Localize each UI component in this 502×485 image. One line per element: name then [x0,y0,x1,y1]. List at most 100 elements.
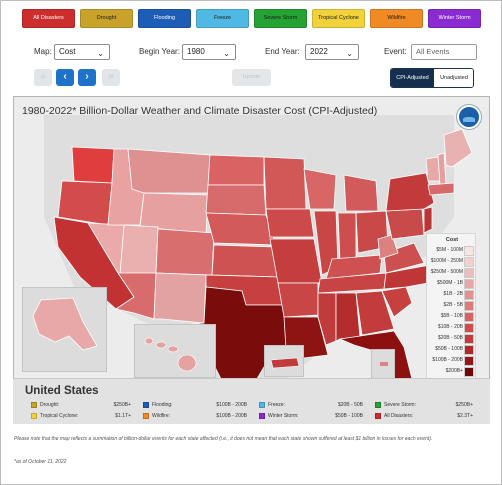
summary-item: Winter Storm: $50B - 100B [259,412,363,421]
map-footnote: Please note that the map reflects a summ… [14,436,433,442]
next-year-button[interactable]: › [78,69,96,86]
state-new-york[interactable] [385,172,435,212]
summary-swatch [259,413,265,419]
map-type-value: Cost [59,47,76,56]
filter-flooding-button[interactable]: Flooding [138,9,191,28]
summary-item: Wildfire: $100B - 200B [143,412,247,421]
previous-year-button[interactable]: ‹ [56,69,74,86]
state-oregon[interactable] [57,180,113,226]
filter-winter-storm-button[interactable]: Winter Storm [428,9,481,28]
filter-tropical-cyclone-button[interactable]: Tropical Cyclone [312,9,365,28]
first-year-button[interactable]: « [34,69,52,86]
state-alaska[interactable] [32,297,98,351]
state-missouri[interactable] [269,238,323,284]
legend-swatch [464,356,474,366]
filter-drought-button[interactable]: Drought [80,9,133,28]
legend-item: $2B - 5B [429,301,475,311]
puerto-rico-map [270,357,300,369]
last-year-button[interactable]: » [102,69,120,86]
state-kentucky[interactable] [325,254,383,280]
state-south-dakota[interactable] [205,184,267,216]
legend-swatch [464,268,474,278]
state-north-carolina[interactable] [383,264,431,290]
cpi-adjusted-button[interactable]: CPI-Adjusted [391,69,434,87]
legend-item: $200B+ [429,367,475,377]
virgin-islands-map [380,362,388,366]
summary-item: All Disasters: $2.3T+ [375,412,473,421]
summary-item: Tropical Cyclone: $1.1T+ [31,412,131,421]
state-minnesota[interactable] [263,156,307,210]
update-button[interactable]: Update [232,69,271,86]
legend-swatch [464,257,474,267]
map-type-select[interactable]: Cost ⌄ [54,44,110,60]
state-north-dakota[interactable] [207,154,265,186]
state-indiana[interactable] [337,212,357,262]
summary-item: Freeze: $20B - 50B [259,401,363,410]
summary-item: Flooding: $100B - 200B [143,401,247,410]
as-of-date: *as of October 11, 2022 [14,459,67,465]
state-mississippi[interactable] [317,292,337,346]
filter-freeze-button[interactable]: Freeze [196,9,249,28]
map-title: 1980-2022* Billion-Dollar Weather and Cl… [22,105,378,117]
state-michigan[interactable] [343,174,379,212]
map-select-label: Map: [34,47,52,56]
state-georgia[interactable] [355,290,395,336]
legend-item: $10B - 20B [429,323,475,333]
state-kansas[interactable] [211,244,279,278]
summary-swatch [31,413,37,419]
territory-virgin-islands[interactable] [380,362,388,366]
legend-swatch [464,246,474,256]
summary-swatch [143,413,149,419]
legend-item: $20B - 50B [429,334,475,344]
event-input[interactable]: All Events [411,44,477,60]
legend-swatch [464,334,474,344]
us-map [44,115,473,398]
legend-item: $5B - 10B [429,312,475,322]
filter-all-disasters-button[interactable]: All Disasters [22,9,75,28]
state-nebraska[interactable] [205,212,277,246]
state-south-carolina[interactable] [381,286,413,318]
state-wisconsin[interactable] [303,168,337,210]
virgin-islands-inset [371,349,395,379]
legend-item: $1B - 2B [429,290,475,300]
state-iowa[interactable] [265,208,315,238]
state-massachusetts[interactable] [427,182,455,196]
state-colorado[interactable] [155,228,215,276]
alaska-inset [22,287,107,372]
state-arkansas[interactable] [277,282,319,318]
filter-severe-storm-button[interactable]: Severe Storm [254,9,307,28]
unadjusted-button[interactable]: Unadjusted [434,69,473,87]
legend-swatch [464,323,474,333]
territory-puerto-rico[interactable] [270,357,300,369]
us-summary-panel: United States Drought: $250B+ Flooding: $1… [13,378,490,424]
map-panel: 1980-2022* Billion-Dollar Weather and Cl… [13,96,490,424]
legend-swatch [464,367,474,377]
alaska-map [32,297,98,351]
state-washington[interactable] [71,146,115,184]
summary-swatch [143,402,149,408]
state-west-virginia[interactable] [377,234,399,260]
state-new-mexico[interactable] [153,272,207,324]
filter-wildfire-button[interactable]: Wildfire [370,9,423,28]
state-alabama[interactable] [335,292,361,342]
state-maine[interactable] [443,128,473,168]
legend-title: Cost [445,237,459,243]
state-montana[interactable] [127,148,211,194]
legend-swatch [464,345,474,355]
summary-item: Drought: $250B+ [31,401,131,410]
disaster-type-filters: All Disasters Drought Flooding Freeze Se… [22,9,482,29]
state-pennsylvania[interactable] [385,208,425,240]
summary-swatch [375,402,381,408]
state-new-jersey[interactable] [423,206,433,234]
state-utah[interactable] [119,224,159,276]
legend-item: $100M - 250M [429,257,475,267]
end-year-select[interactable]: 2022 ⌄ [305,44,359,60]
summary-swatch [375,413,381,419]
state-hawaii[interactable] [144,337,197,372]
summary-title: United States [25,385,99,397]
begin-year-label: Begin Year: [139,47,180,56]
legend-swatch [464,312,474,322]
event-label: Event: [384,47,407,56]
state-vermont[interactable] [425,156,441,182]
begin-year-select[interactable]: 1980 ⌄ [182,44,236,60]
